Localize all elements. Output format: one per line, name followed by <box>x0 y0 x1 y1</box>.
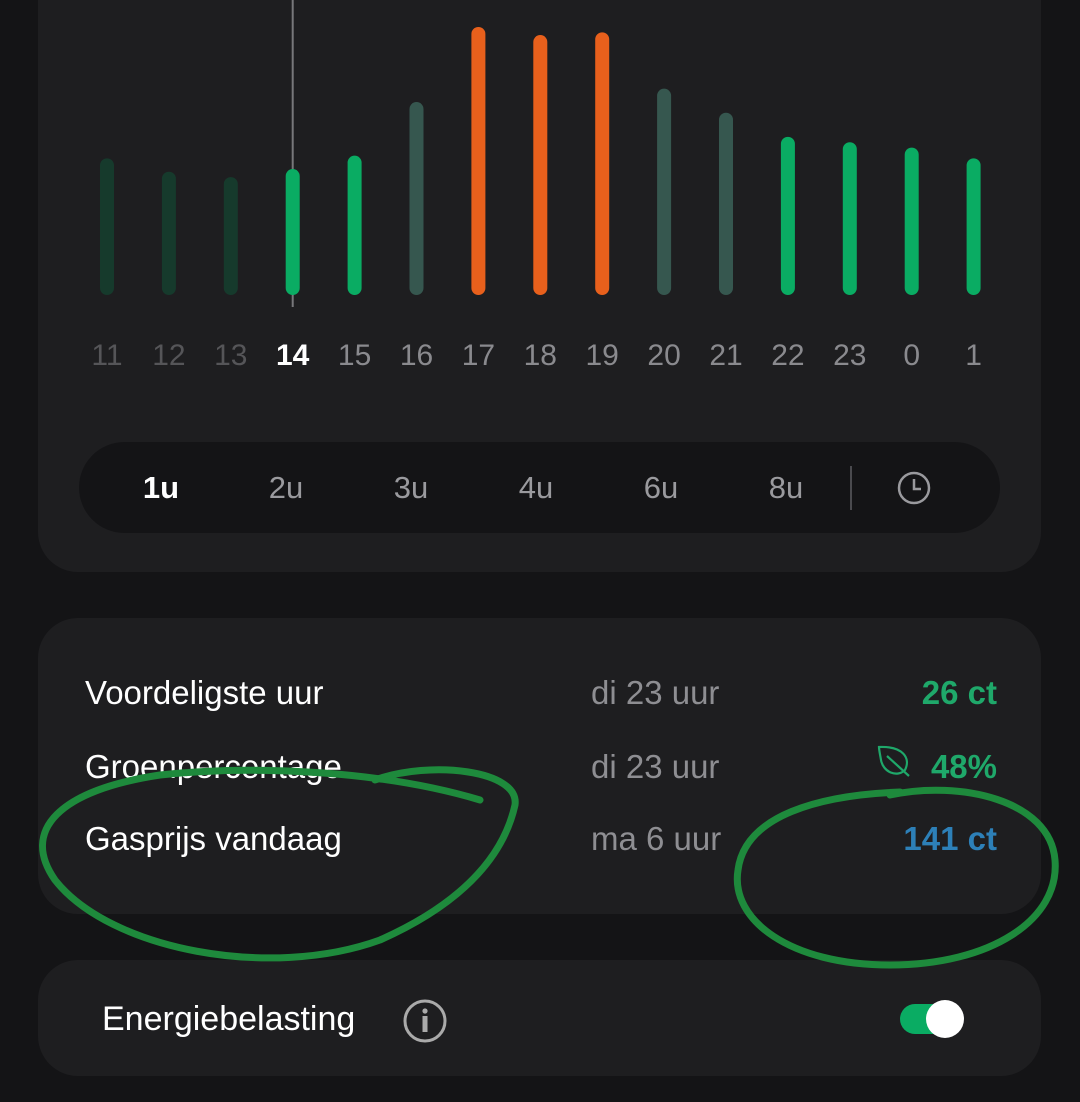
bar-hour-15[interactable] <box>347 155 362 295</box>
toggle-knob <box>926 1000 964 1038</box>
tick-label: 17 <box>462 339 495 372</box>
row-value: 26 ct <box>921 674 997 711</box>
row-value: 141 ct <box>903 820 997 857</box>
summary-row: Voordeligste uur di 23 uur 26 ct <box>85 674 997 724</box>
duration-selector: 1u 2u 3u 4u 6u 8u <box>79 442 1000 533</box>
energy-tax-card <box>38 960 1041 1076</box>
bar-hour-13[interactable] <box>223 177 238 295</box>
row-value: 48% <box>930 748 997 785</box>
row-time: ma 6 uur <box>591 820 722 857</box>
duration-option-3u[interactable]: 3u <box>393 470 429 505</box>
tick-label: 11 <box>91 339 122 372</box>
energy-tax-label: Energiebelasting <box>102 1000 356 1038</box>
tick-label: 19 <box>586 339 619 372</box>
summary-row: Gasprijs vandaag ma 6 uur 141 ct <box>85 820 997 870</box>
bar-hour-16[interactable] <box>409 102 424 295</box>
duration-option-4u[interactable]: 4u <box>518 470 554 505</box>
tick-label: 13 <box>214 339 247 372</box>
tick-label: 0 <box>903 339 920 372</box>
bar-hour-17[interactable] <box>471 27 486 295</box>
duration-option-6u[interactable]: 6u <box>643 470 679 505</box>
clock-icon[interactable] <box>897 471 931 505</box>
divider <box>850 466 852 510</box>
bar-hour-23[interactable] <box>842 142 857 295</box>
tick-label: 20 <box>647 339 680 372</box>
row-time: di 23 uur <box>591 748 720 785</box>
hourly-price-chart[interactable]: 11 12 13 14 15 16 17 18 19 20 21 22 23 0 1 <box>0 0 1080 380</box>
energy-tax-toggle[interactable] <box>900 1000 964 1038</box>
row-label: Gasprijs vandaag <box>85 820 342 857</box>
summary-row: Groenpercentage di 23 uur 48% <box>85 745 997 798</box>
bar-hour-14[interactable] <box>285 169 300 295</box>
info-icon[interactable] <box>402 998 448 1044</box>
bar-hour-21[interactable] <box>719 112 733 295</box>
tick-label: 21 <box>709 339 742 372</box>
row-time: di 23 uur <box>591 674 720 711</box>
bar-hour-22[interactable] <box>780 136 795 295</box>
tick-label: 15 <box>338 339 371 372</box>
bar-hour-12[interactable] <box>161 171 176 295</box>
duration-option-2u[interactable]: 2u <box>268 470 304 505</box>
tick-label: 18 <box>524 339 557 372</box>
bar-hour-20[interactable] <box>657 88 672 295</box>
duration-option-1u[interactable]: 1u <box>142 470 180 505</box>
bar-hour-1[interactable] <box>966 158 981 295</box>
bar-hour-11[interactable] <box>100 158 114 295</box>
tick-label: 1 <box>965 339 982 372</box>
tick-label: 12 <box>152 339 185 372</box>
row-label: Voordeligste uur <box>85 674 324 711</box>
bar-hour-0[interactable] <box>904 147 919 295</box>
tick-label: 23 <box>833 339 866 372</box>
leaf-icon <box>877 745 910 777</box>
bar-hour-18[interactable] <box>533 35 548 295</box>
tick-label: 14 <box>276 339 310 372</box>
tick-label: 16 <box>400 339 433 372</box>
duration-option-8u[interactable]: 8u <box>768 470 804 505</box>
row-label: Groenpercentage <box>85 748 342 785</box>
bar-hour-19[interactable] <box>595 32 610 296</box>
tick-label: 22 <box>771 339 804 372</box>
